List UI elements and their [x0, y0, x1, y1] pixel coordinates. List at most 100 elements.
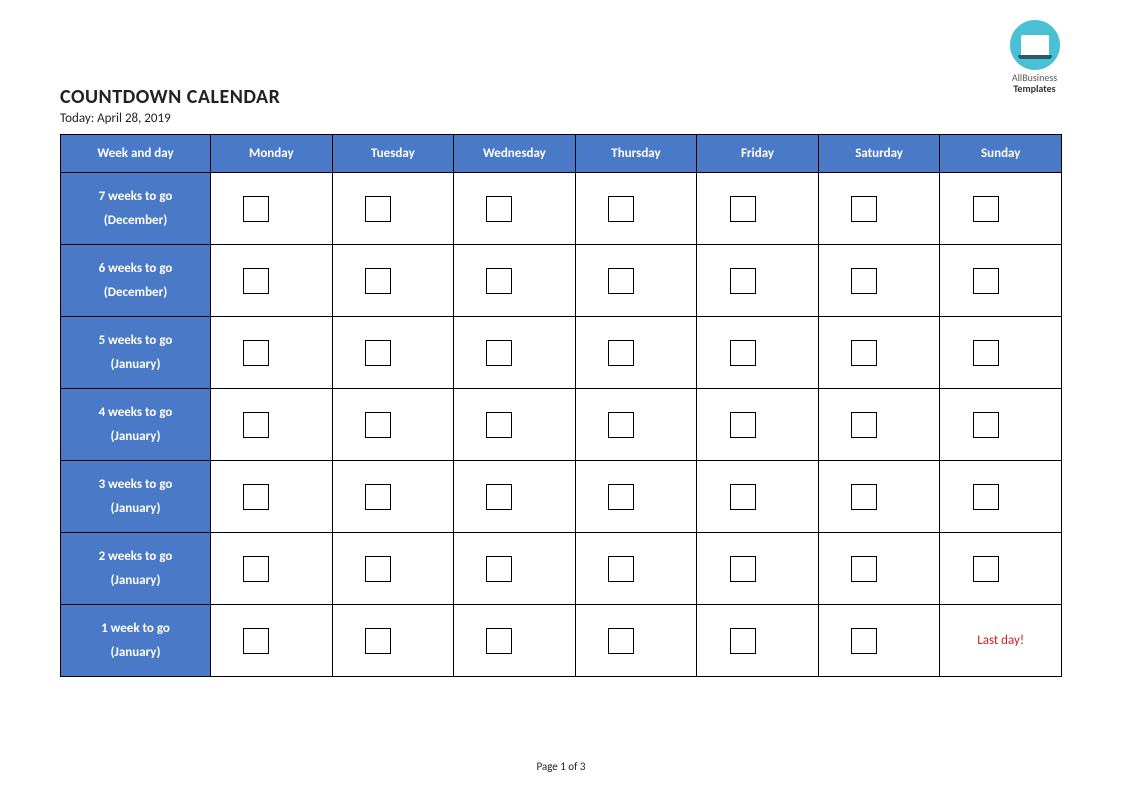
checkbox-icon[interactable] [243, 268, 269, 294]
checkbox-icon[interactable] [486, 484, 512, 510]
calendar-cell [575, 173, 697, 245]
calendar-cell [697, 605, 819, 677]
header-day: Wednesday [454, 135, 576, 173]
calendar-cell [940, 389, 1062, 461]
header-day: Monday [211, 135, 333, 173]
row-header: 4 weeks to go(January) [61, 389, 211, 461]
checkbox-icon[interactable] [486, 268, 512, 294]
table-body: 7 weeks to go(December)6 weeks to go(Dec… [61, 173, 1062, 677]
header-week-and-day: Week and day [61, 135, 211, 173]
table-row: 4 weeks to go(January) [61, 389, 1062, 461]
calendar-cell [454, 461, 576, 533]
calendar-cell [818, 317, 940, 389]
checkbox-icon[interactable] [973, 412, 999, 438]
calendar-cell [697, 533, 819, 605]
checkbox-icon[interactable] [608, 268, 634, 294]
calendar-cell [940, 245, 1062, 317]
calendar-cell [575, 533, 697, 605]
brand-logo: AllBusinessTemplates [997, 20, 1072, 94]
calendar-cell [454, 245, 576, 317]
calendar-cell [454, 173, 576, 245]
checkbox-icon[interactable] [243, 484, 269, 510]
calendar-cell [332, 605, 454, 677]
calendar-cell [211, 389, 333, 461]
checkbox-icon[interactable] [851, 340, 877, 366]
checkbox-icon[interactable] [851, 412, 877, 438]
checkbox-icon[interactable] [486, 196, 512, 222]
checkbox-icon[interactable] [973, 484, 999, 510]
checkbox-icon[interactable] [851, 268, 877, 294]
checkbox-icon[interactable] [486, 340, 512, 366]
checkbox-icon[interactable] [365, 268, 391, 294]
checkbox-icon[interactable] [973, 556, 999, 582]
row-header: 5 weeks to go(January) [61, 317, 211, 389]
calendar-cell [332, 389, 454, 461]
calendar-cell [211, 605, 333, 677]
header-day: Sunday [940, 135, 1062, 173]
checkbox-icon[interactable] [608, 340, 634, 366]
checkbox-icon[interactable] [243, 556, 269, 582]
table-row: 7 weeks to go(December) [61, 173, 1062, 245]
checkbox-icon[interactable] [730, 556, 756, 582]
checkbox-icon[interactable] [365, 484, 391, 510]
checkbox-icon[interactable] [851, 484, 877, 510]
calendar-cell [575, 389, 697, 461]
calendar-cell [697, 245, 819, 317]
checkbox-icon[interactable] [730, 196, 756, 222]
calendar-cell [211, 461, 333, 533]
calendar-cell [818, 389, 940, 461]
checkbox-icon[interactable] [608, 484, 634, 510]
checkbox-icon[interactable] [243, 628, 269, 654]
checkbox-icon[interactable] [730, 484, 756, 510]
checkbox-icon[interactable] [730, 412, 756, 438]
checkbox-icon[interactable] [365, 340, 391, 366]
checkbox-icon[interactable] [608, 196, 634, 222]
checkbox-icon[interactable] [243, 196, 269, 222]
checkbox-icon[interactable] [365, 556, 391, 582]
header-day: Friday [697, 135, 819, 173]
calendar-cell [575, 245, 697, 317]
checkbox-icon[interactable] [608, 556, 634, 582]
checkbox-icon[interactable] [608, 412, 634, 438]
checkbox-icon[interactable] [730, 340, 756, 366]
calendar-cell [697, 173, 819, 245]
calendar-cell [454, 317, 576, 389]
calendar-cell [332, 173, 454, 245]
checkbox-icon[interactable] [608, 628, 634, 654]
checkbox-icon[interactable] [365, 196, 391, 222]
row-header: 2 weeks to go(January) [61, 533, 211, 605]
checkbox-icon[interactable] [365, 412, 391, 438]
calendar-cell [211, 533, 333, 605]
calendar-cell [575, 317, 697, 389]
calendar-cell [697, 461, 819, 533]
logo-text: AllBusinessTemplates [997, 72, 1072, 94]
checkbox-icon[interactable] [365, 628, 391, 654]
checkbox-icon[interactable] [973, 340, 999, 366]
checkbox-icon[interactable] [851, 196, 877, 222]
checkbox-icon[interactable] [243, 412, 269, 438]
calendar-cell [454, 533, 576, 605]
checkbox-icon[interactable] [486, 412, 512, 438]
calendar-cell [211, 317, 333, 389]
calendar-cell [940, 317, 1062, 389]
page-title: COUNTDOWN CALENDAR [60, 85, 1062, 109]
checkbox-icon[interactable] [973, 268, 999, 294]
calendar-cell: Last day! [940, 605, 1062, 677]
table-row: 3 weeks to go(January) [61, 461, 1062, 533]
table-row: 2 weeks to go(January) [61, 533, 1062, 605]
checkbox-icon[interactable] [851, 628, 877, 654]
calendar-cell [575, 461, 697, 533]
row-header: 6 weeks to go(December) [61, 245, 211, 317]
checkbox-icon[interactable] [486, 556, 512, 582]
calendar-cell [940, 533, 1062, 605]
calendar-cell [332, 533, 454, 605]
row-header: 3 weeks to go(January) [61, 461, 211, 533]
checkbox-icon[interactable] [486, 628, 512, 654]
table-header-row: Week and dayMondayTuesdayWednesdayThursd… [61, 135, 1062, 173]
checkbox-icon[interactable] [973, 196, 999, 222]
checkbox-icon[interactable] [730, 628, 756, 654]
checkbox-icon[interactable] [730, 268, 756, 294]
checkbox-icon[interactable] [851, 556, 877, 582]
calendar-cell [818, 173, 940, 245]
checkbox-icon[interactable] [243, 340, 269, 366]
